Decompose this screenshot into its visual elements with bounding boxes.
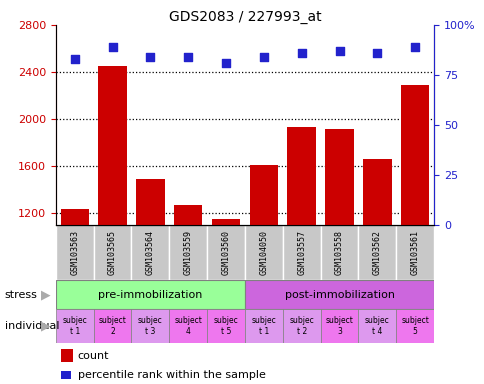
Bar xyxy=(358,225,395,280)
Text: subjec
t 4: subjec t 4 xyxy=(364,316,389,336)
Text: subjec
t 1: subjec t 1 xyxy=(251,316,276,336)
Bar xyxy=(207,225,244,280)
Bar xyxy=(136,179,164,225)
Text: subject
3: subject 3 xyxy=(325,316,353,336)
Bar xyxy=(98,66,126,225)
Bar xyxy=(244,309,282,343)
Text: percentile rank within the sample: percentile rank within the sample xyxy=(77,370,265,380)
Text: ▶: ▶ xyxy=(41,288,51,301)
Bar xyxy=(56,280,244,309)
Point xyxy=(71,56,78,62)
Text: subjec
t 2: subjec t 2 xyxy=(288,316,314,336)
Bar xyxy=(212,219,240,225)
Bar xyxy=(169,309,207,343)
Text: subject
4: subject 4 xyxy=(174,316,202,336)
Bar xyxy=(93,309,131,343)
Bar xyxy=(131,309,169,343)
Bar xyxy=(56,309,93,343)
Text: GSM103557: GSM103557 xyxy=(297,230,305,275)
Bar xyxy=(207,309,244,343)
Bar xyxy=(244,280,433,309)
Text: subjec
t 1: subjec t 1 xyxy=(62,316,87,336)
Text: GSM103559: GSM103559 xyxy=(183,230,192,275)
Text: GSM103564: GSM103564 xyxy=(146,230,154,275)
Text: GSM104050: GSM104050 xyxy=(259,230,268,275)
Point xyxy=(146,54,154,60)
Text: GSM103561: GSM103561 xyxy=(410,230,419,275)
Point xyxy=(108,44,116,50)
Text: subject
2: subject 2 xyxy=(98,316,126,336)
Text: individual: individual xyxy=(5,321,59,331)
Point xyxy=(184,54,192,60)
Text: stress: stress xyxy=(5,290,38,300)
Text: subject
5: subject 5 xyxy=(400,316,428,336)
Text: ▶: ▶ xyxy=(41,319,51,333)
Bar xyxy=(169,225,207,280)
Point xyxy=(335,48,343,54)
Text: GSM103558: GSM103558 xyxy=(334,230,343,275)
Bar xyxy=(282,225,320,280)
Point xyxy=(297,50,305,56)
Bar xyxy=(249,165,277,225)
Text: count: count xyxy=(77,351,109,361)
Text: post-immobilization: post-immobilization xyxy=(284,290,393,300)
Bar xyxy=(400,85,428,225)
Bar xyxy=(93,225,131,280)
Text: pre-immobilization: pre-immobilization xyxy=(98,290,202,300)
Text: GSM103562: GSM103562 xyxy=(372,230,381,275)
Text: GSM103565: GSM103565 xyxy=(108,230,117,275)
Bar xyxy=(60,209,89,225)
Text: GSM103563: GSM103563 xyxy=(70,230,79,275)
Bar xyxy=(363,159,391,225)
Bar xyxy=(244,225,282,280)
Bar xyxy=(395,309,433,343)
Bar xyxy=(358,309,395,343)
Text: subjec
t 5: subjec t 5 xyxy=(213,316,238,336)
Bar xyxy=(174,205,202,225)
Bar xyxy=(282,309,320,343)
Text: GSM103560: GSM103560 xyxy=(221,230,230,275)
Point xyxy=(410,44,418,50)
Point xyxy=(259,54,267,60)
Bar xyxy=(395,225,433,280)
Bar xyxy=(131,225,169,280)
Title: GDS2083 / 227993_at: GDS2083 / 227993_at xyxy=(168,10,320,24)
Text: subjec
t 3: subjec t 3 xyxy=(137,316,163,336)
Bar xyxy=(56,225,93,280)
Point xyxy=(222,60,229,66)
Point xyxy=(373,50,380,56)
Bar xyxy=(325,129,353,225)
Bar xyxy=(287,127,315,225)
Bar xyxy=(320,225,358,280)
Bar xyxy=(320,309,358,343)
